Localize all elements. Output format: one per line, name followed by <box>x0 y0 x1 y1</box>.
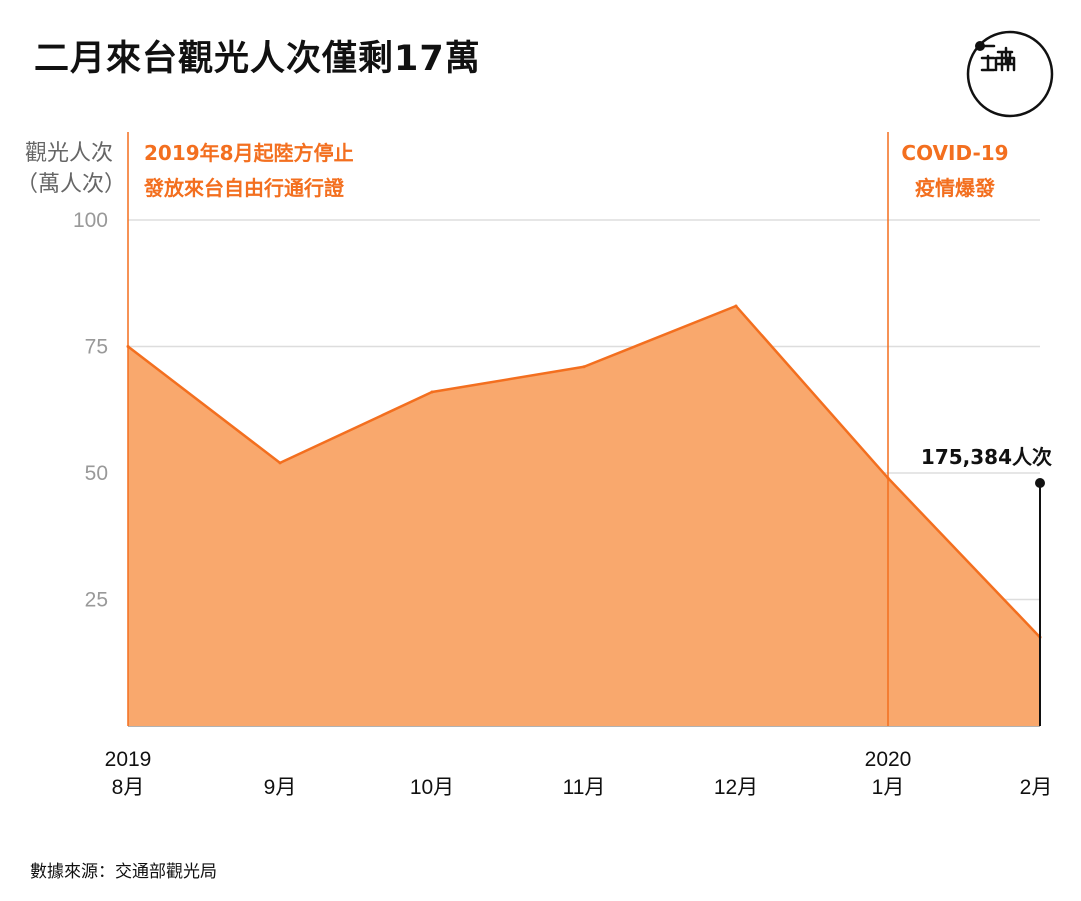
y-tick-label: 50 <box>85 462 108 485</box>
end-marker-dot <box>1035 478 1045 488</box>
logo-circle <box>966 30 1054 118</box>
y-axis-label-line2: （萬人次） <box>16 172 127 197</box>
chart-title: 二月來台觀光人次僅剩17萬 <box>34 39 481 79</box>
data-point-1 <box>278 461 282 465</box>
data-point-2 <box>430 390 434 394</box>
data-point-4 <box>734 304 738 308</box>
logo-glyph <box>978 44 1016 72</box>
y-axis-label-line1: 觀光人次 <box>24 141 113 166</box>
x-tick-label: 2月 <box>1020 776 1053 799</box>
x-tick-label: 9月 <box>264 776 297 799</box>
y-axis-label: 觀光人次 （萬人次） <box>16 138 127 200</box>
annotation-text: COVID-19 <box>901 141 1008 165</box>
area-layer <box>126 304 1042 726</box>
label-layer: 25 50 75 100 175,384人次 2019 8月 9月 10月 11月 12月 2020 1… <box>73 209 1052 799</box>
y-tick-label: 25 <box>85 589 108 612</box>
data-point-3 <box>582 365 586 369</box>
x-tick-year: 2020 <box>865 748 912 771</box>
x-tick-label: 8月 <box>112 776 145 799</box>
annotation-text: 發放來台自由行通行證 <box>143 176 345 200</box>
y-tick-label: 75 <box>85 336 108 359</box>
y-tick-label: 100 <box>73 209 108 232</box>
x-tick-label: 10月 <box>410 776 454 799</box>
x-tick-label: 1月 <box>872 776 905 799</box>
brand-logo <box>966 30 1054 118</box>
annotation-text: 疫情爆發 <box>915 176 995 200</box>
annotation-text: 2019年8月起陸方停止 <box>144 141 354 165</box>
x-tick-label: 12月 <box>714 776 758 799</box>
series-area <box>128 306 1040 726</box>
data-source: 數據來源：交通部觀光局 <box>30 862 217 882</box>
end-value-label: 175,384人次 <box>921 445 1052 469</box>
x-tick-year: 2019 <box>105 748 152 771</box>
x-tick-label: 11月 <box>563 776 606 799</box>
